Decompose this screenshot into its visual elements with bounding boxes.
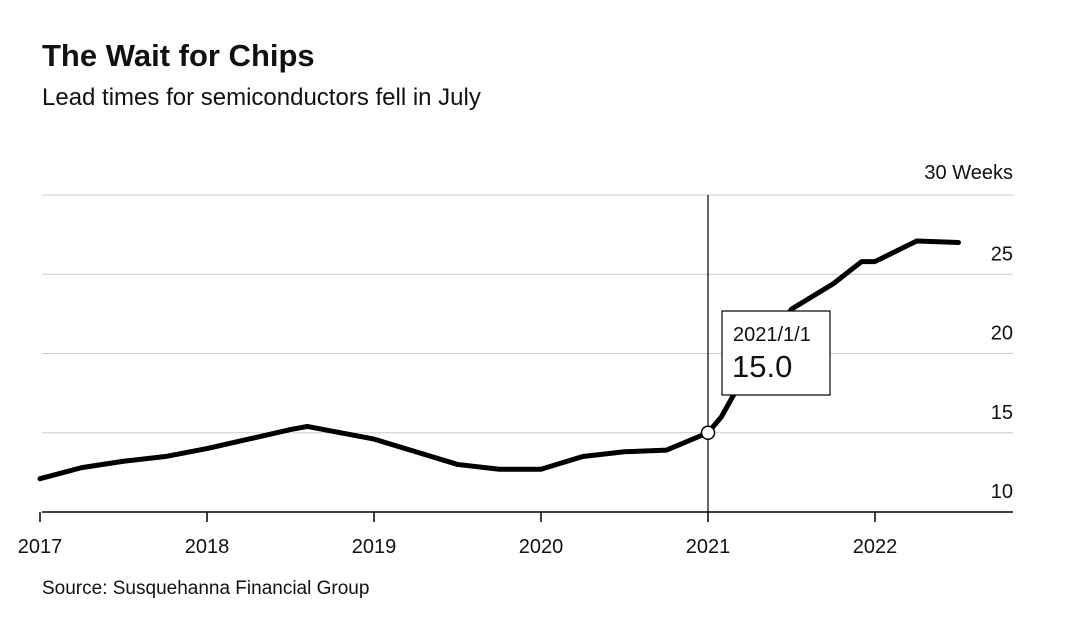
tooltip-date: 2021/1/1 (733, 324, 811, 346)
highlight-point (700, 425, 716, 440)
x-tick-label: 2021 (686, 536, 731, 558)
source: Source: Susquehanna Financial Group (42, 578, 369, 599)
x-tick-label: 2022 (853, 536, 898, 558)
x-tick-label: 2017 (18, 536, 63, 558)
chart-subtitle: Lead times for semiconductors fell in Ju… (42, 84, 481, 111)
y-tick-label: 15 (991, 402, 1013, 424)
chart-title: The Wait for Chips (42, 38, 315, 73)
tooltip-value: 15.0 (732, 349, 792, 384)
x-tick-label: 2020 (519, 536, 564, 558)
y-tick-label: 30 Weeks (924, 162, 1013, 184)
x-tick-label: 2019 (352, 536, 397, 558)
x-tick-label: 2018 (185, 536, 230, 558)
y-tick-label: 25 (991, 243, 1013, 265)
line-series (37, 238, 961, 482)
y-tick-label: 10 (991, 481, 1013, 503)
y-tick-label: 20 (991, 323, 1013, 345)
tooltip-box (721, 310, 831, 396)
